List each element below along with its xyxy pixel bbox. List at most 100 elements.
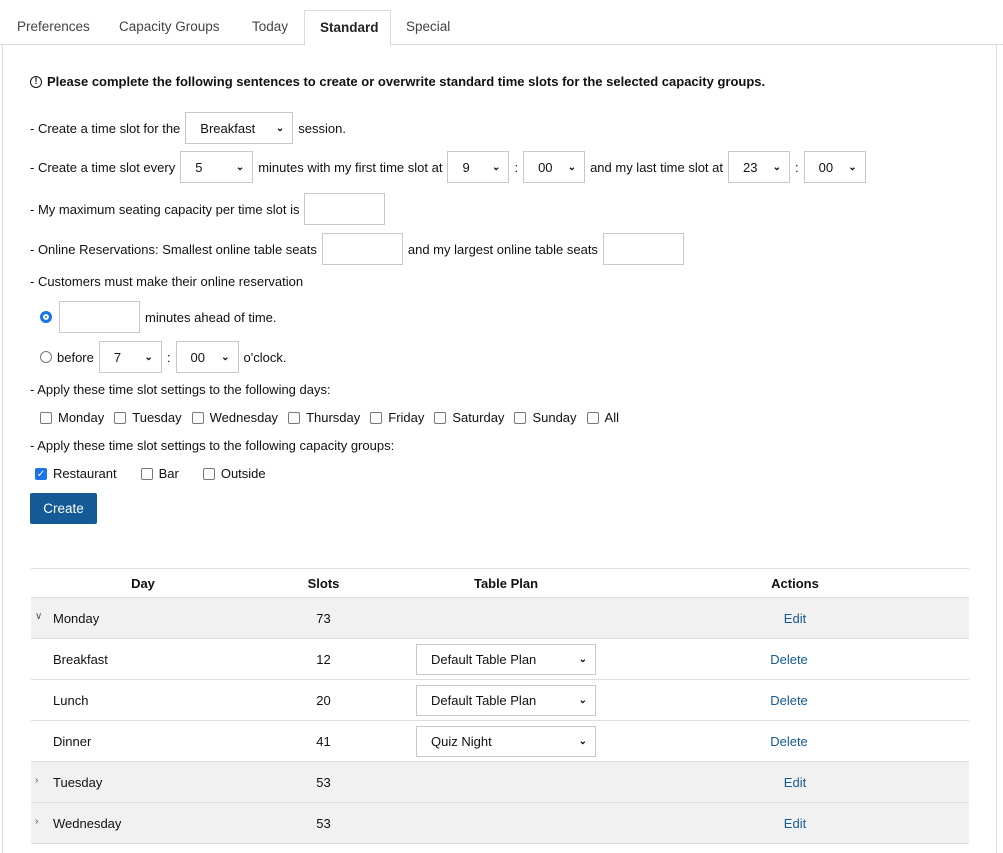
before-minute-value: 00	[190, 349, 205, 365]
colon: :	[514, 159, 519, 175]
smallest-seats-input[interactable]	[321, 233, 403, 265]
checkbox-icon[interactable]	[288, 411, 301, 424]
day-name: Dinner	[53, 733, 92, 749]
table-plan-cell	[391, 597, 621, 639]
slots-count: 53	[256, 761, 391, 803]
line1-post: session.	[298, 120, 346, 136]
header-actions: Actions	[621, 568, 969, 598]
interval-select[interactable]: 5 ⌄	[180, 151, 254, 183]
chevron-down-icon: ⌄	[275, 122, 285, 134]
checkbox-icon[interactable]	[114, 411, 127, 424]
last-hour-select[interactable]: 23 ⌄	[728, 151, 791, 183]
actions-cell: Delete	[621, 679, 969, 721]
largest-seats-input[interactable]	[602, 233, 684, 265]
day-name: Monday	[53, 610, 100, 626]
delete-link[interactable]: Delete	[770, 692, 808, 708]
checkbox-tuesday[interactable]: Tuesday	[114, 410, 182, 425]
max-capacity-input[interactable]	[304, 193, 386, 225]
checkbox-label: Tuesday	[132, 410, 182, 425]
checkbox-icon[interactable]	[434, 411, 447, 424]
checkbox-label: Thursday	[306, 410, 361, 425]
chevron-down-icon: ⌄	[772, 161, 782, 173]
checkbox-sunday[interactable]: Sunday	[514, 410, 577, 425]
chevron-down-icon[interactable]: ∨	[35, 610, 43, 622]
tab-special[interactable]: Special	[406, 19, 451, 34]
create-button[interactable]: Create	[30, 493, 97, 524]
session-select[interactable]: Breakfast ⌄	[185, 112, 294, 144]
line1-pre: - Create a time slot for the	[30, 120, 181, 136]
before-hour-value: 7	[113, 349, 122, 365]
day-name: Wednesday	[53, 815, 122, 831]
table-plan-select[interactable]: Default Table Plan ⌄	[416, 684, 596, 716]
checkbox-icon[interactable]	[140, 467, 153, 480]
last-minute-select[interactable]: 00 ⌄	[803, 151, 866, 183]
ahead-radio[interactable]	[40, 311, 52, 323]
actions-cell: Edit	[621, 597, 969, 639]
day-name: Breakfast	[53, 651, 108, 667]
checkbox-all[interactable]: All	[586, 410, 619, 425]
table-plan-select[interactable]: Quiz Night ⌄	[416, 725, 596, 757]
checkbox-wednesday[interactable]: Wednesday	[191, 410, 278, 425]
actions-cell: Delete	[621, 720, 969, 762]
line2-mid2: and my last time slot at	[590, 159, 724, 175]
checkbox-restaurant[interactable]: ✓ Restaurant	[35, 466, 117, 481]
tab-standard[interactable]: Standard	[304, 10, 391, 46]
line3-text: - My maximum seating capacity per time s…	[30, 201, 300, 217]
actions-cell: Delete	[621, 638, 969, 680]
checkbox-icon[interactable]	[191, 411, 204, 424]
table-plan-select[interactable]: Default Table Plan ⌄	[416, 643, 596, 675]
checkbox-friday[interactable]: Friday	[370, 410, 424, 425]
checkbox-monday[interactable]: Monday	[40, 410, 104, 425]
day-cell: Lunch	[31, 679, 256, 721]
time-slots-table: Day Slots Table Plan Actions ∨ Monday 73 Ed…	[31, 568, 969, 844]
edit-link[interactable]: Edit	[783, 815, 807, 831]
before-post: o'clock.	[243, 349, 287, 365]
minutes-ahead-input[interactable]	[59, 301, 140, 333]
tab-preferences[interactable]: Preferences	[17, 19, 90, 34]
first-hour-value: 9	[462, 159, 470, 175]
before-hour-select[interactable]: 7 ⌄	[98, 341, 162, 373]
tab-today[interactable]: Today	[252, 19, 289, 34]
line2-pre: - Create a time slot every	[30, 159, 176, 175]
chevron-right-icon[interactable]: ›	[35, 815, 39, 827]
checkbox-icon[interactable]	[40, 411, 52, 424]
table-plan-value: Default Table Plan	[431, 651, 537, 667]
checkbox-bar[interactable]: Bar	[140, 466, 179, 481]
chevron-right-icon[interactable]: ›	[35, 774, 39, 786]
chevron-down-icon: ⌄	[221, 351, 230, 363]
edit-link[interactable]: Edit	[783, 774, 807, 790]
delete-link[interactable]: Delete	[770, 733, 808, 749]
chevron-down-icon: ⌄	[567, 161, 577, 173]
checkbox-icon[interactable]	[202, 467, 215, 480]
last-hour-value: 23	[743, 159, 758, 175]
delete-link[interactable]: Delete	[770, 651, 808, 667]
checkbox-thursday[interactable]: Thursday	[288, 410, 360, 425]
checkbox-icon[interactable]	[370, 411, 383, 424]
first-hour-select[interactable]: 9 ⌄	[447, 151, 510, 183]
checkbox-outside[interactable]: Outside	[202, 466, 266, 481]
slots-count: 41	[256, 720, 391, 762]
days-checkboxes: Monday Tuesday Wednesday Thursday Friday Satu…	[40, 410, 629, 425]
notice: ! Please complete the following sentence…	[30, 74, 765, 89]
tab-capacity-groups[interactable]: Capacity Groups	[119, 19, 220, 34]
actions-cell: Edit	[621, 802, 969, 844]
slots-count: 12	[256, 638, 391, 680]
edit-link[interactable]: Edit	[783, 610, 807, 626]
checkbox-icon[interactable]	[586, 411, 599, 424]
table-plan-value: Default Table Plan	[431, 692, 537, 708]
before-radio[interactable]	[40, 351, 52, 363]
chevron-down-icon: ⌄	[578, 735, 587, 747]
checkbox-checked-icon[interactable]: ✓	[35, 467, 47, 480]
line4-pre: - Online Reservations: Smallest online t…	[30, 241, 317, 257]
first-minute-select[interactable]: 00 ⌄	[523, 151, 586, 183]
day-cell: Breakfast	[31, 638, 256, 680]
table-plan-cell	[391, 802, 621, 844]
session-row: Lunch 20 Default Table Plan ⌄ Delete	[31, 679, 969, 721]
first-minute-value: 00	[538, 159, 553, 175]
checkbox-label: All	[604, 410, 619, 425]
checkbox-label: Monday	[58, 410, 105, 425]
checkbox-icon[interactable]	[514, 411, 527, 424]
chevron-down-icon: ⌄	[235, 161, 245, 173]
checkbox-saturday[interactable]: Saturday	[434, 410, 504, 425]
before-minute-select[interactable]: 00 ⌄	[175, 341, 239, 373]
